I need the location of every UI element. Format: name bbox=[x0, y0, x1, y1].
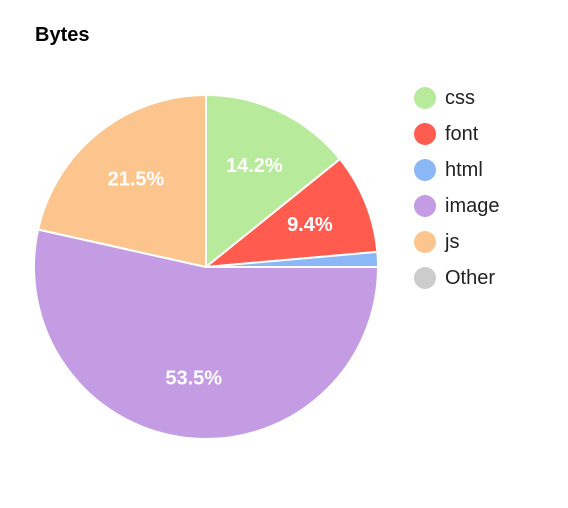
pie-slices bbox=[33, 94, 379, 440]
slice-label-css: 14.2% bbox=[226, 155, 283, 177]
legend-label-html: html bbox=[445, 158, 483, 181]
legend-item-image[interactable]: image bbox=[414, 188, 499, 224]
legend-item-other[interactable]: Other bbox=[414, 260, 499, 296]
legend-label-js: js bbox=[445, 230, 460, 253]
chart-title: Bytes bbox=[35, 24, 90, 46]
legend-swatch-image bbox=[414, 195, 436, 217]
pie-slice-css[interactable] bbox=[205, 94, 341, 268]
pie-slice-font[interactable] bbox=[205, 158, 379, 268]
legend-swatch-css bbox=[414, 87, 436, 109]
pie-labels: 14.2% 9.4% 53.5% 21.5% bbox=[108, 155, 333, 389]
legend-label-image: image bbox=[445, 194, 500, 217]
legend-swatch-other bbox=[414, 267, 436, 289]
pie-slice-image[interactable] bbox=[33, 228, 379, 440]
legend-label-css: css bbox=[445, 86, 475, 109]
slice-label-image: 53.5% bbox=[165, 367, 222, 389]
legend-item-font[interactable]: font bbox=[414, 116, 499, 152]
legend-swatch-font bbox=[414, 123, 436, 145]
legend-label-font: font bbox=[445, 122, 479, 145]
legend-item-html[interactable]: html bbox=[414, 152, 499, 188]
legend-item-js[interactable]: js bbox=[414, 224, 499, 260]
slice-label-font: 9.4% bbox=[287, 214, 333, 236]
legend-label-other: Other bbox=[445, 266, 496, 289]
legend-swatch-js bbox=[414, 231, 436, 253]
legend-item-css[interactable]: css bbox=[414, 80, 499, 116]
chart-legend: css font html image js Other bbox=[414, 80, 499, 296]
pie-slice-js[interactable] bbox=[37, 94, 207, 268]
slice-label-js: 21.5% bbox=[108, 169, 165, 191]
legend-swatch-html bbox=[414, 159, 436, 181]
